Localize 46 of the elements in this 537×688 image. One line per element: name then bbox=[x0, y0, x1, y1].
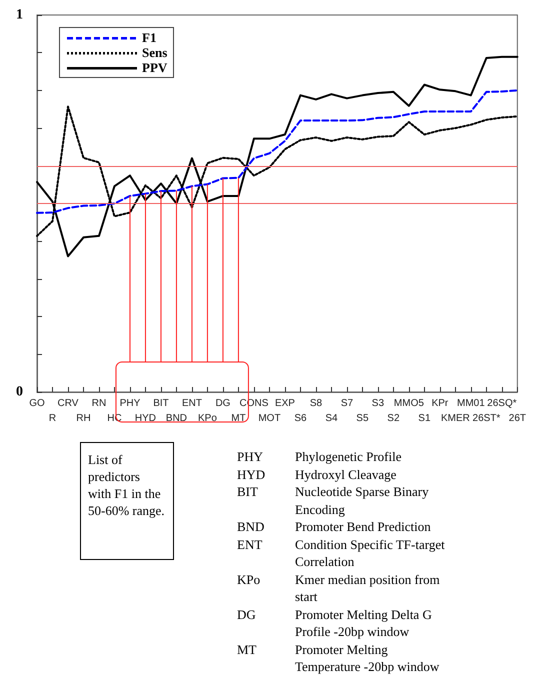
x-tick-label: R bbox=[48, 413, 56, 424]
line-series bbox=[36, 89, 518, 214]
x-tick-label: EXP bbox=[274, 398, 296, 409]
x-tick-label: KPo bbox=[198, 413, 218, 424]
text: DG Promoter Melting Delta G Profile -20bp window bbox=[237, 606, 432, 639]
legend-label: Sens bbox=[142, 45, 168, 60]
x-tick-label: S8 bbox=[310, 398, 322, 409]
text: HYD Hydroxyl Cleavage bbox=[237, 466, 396, 482]
x-tick-label: MOT bbox=[258, 413, 281, 424]
x-tick-label: S2 bbox=[387, 413, 400, 424]
x-tick-label: GO bbox=[29, 398, 45, 409]
legend-label: PPV bbox=[142, 60, 168, 75]
x-tick-label: CRV bbox=[58, 398, 79, 409]
text: List of predictors with F1 in the 50-60% range. bbox=[80, 442, 174, 560]
x-tick-label: ENT bbox=[182, 398, 202, 409]
text: BND Promoter Bend Prediction bbox=[237, 519, 431, 534]
x-tick-label: MMO5 bbox=[394, 398, 424, 409]
text: BIT Nucleotide Sparse Binary Encoding bbox=[237, 484, 429, 516]
x-tick-label: MM01 bbox=[456, 398, 486, 409]
x-tick-label: BIT bbox=[153, 398, 169, 409]
x-tick-label: S6 bbox=[294, 413, 307, 424]
x-tick-label: DG bbox=[215, 398, 231, 409]
text: ENT Condition Specific TF-target Correlation bbox=[237, 536, 445, 569]
x-tick-label: 26SQ* bbox=[487, 398, 517, 409]
line-series bbox=[36, 56, 518, 258]
x-tick-label: PHY bbox=[120, 398, 141, 409]
text: KPo Kmer median position from start bbox=[237, 572, 440, 604]
x-tick-label: S5 bbox=[356, 413, 369, 424]
x-tick-label: S7 bbox=[340, 398, 354, 409]
y-tick-label: 1 bbox=[16, 8, 23, 22]
x-tick-label: S3 bbox=[372, 398, 384, 409]
x-tick-label: BND bbox=[166, 413, 188, 424]
legend-label: F1 bbox=[142, 30, 156, 45]
text: MT Promoter Melting Temperature -20bp window bbox=[237, 642, 440, 674]
x-tick-label: 26T bbox=[508, 413, 526, 424]
x-tick-label: RN bbox=[92, 398, 106, 409]
x-tick-label: HYD bbox=[134, 413, 156, 424]
x-tick-label: RH bbox=[76, 413, 91, 424]
y-tick-label: 0 bbox=[16, 384, 23, 400]
x-tick-label: 26ST* bbox=[472, 413, 500, 424]
text: PHY Phylogenetic Profile bbox=[237, 449, 402, 464]
x-tick-label: S1 bbox=[418, 413, 431, 424]
x-tick-label: S4 bbox=[325, 413, 338, 424]
x-tick-label: KPr bbox=[432, 398, 449, 409]
x-tick-label: KMER bbox=[440, 413, 470, 424]
x-tick-label: MT bbox=[231, 413, 246, 424]
